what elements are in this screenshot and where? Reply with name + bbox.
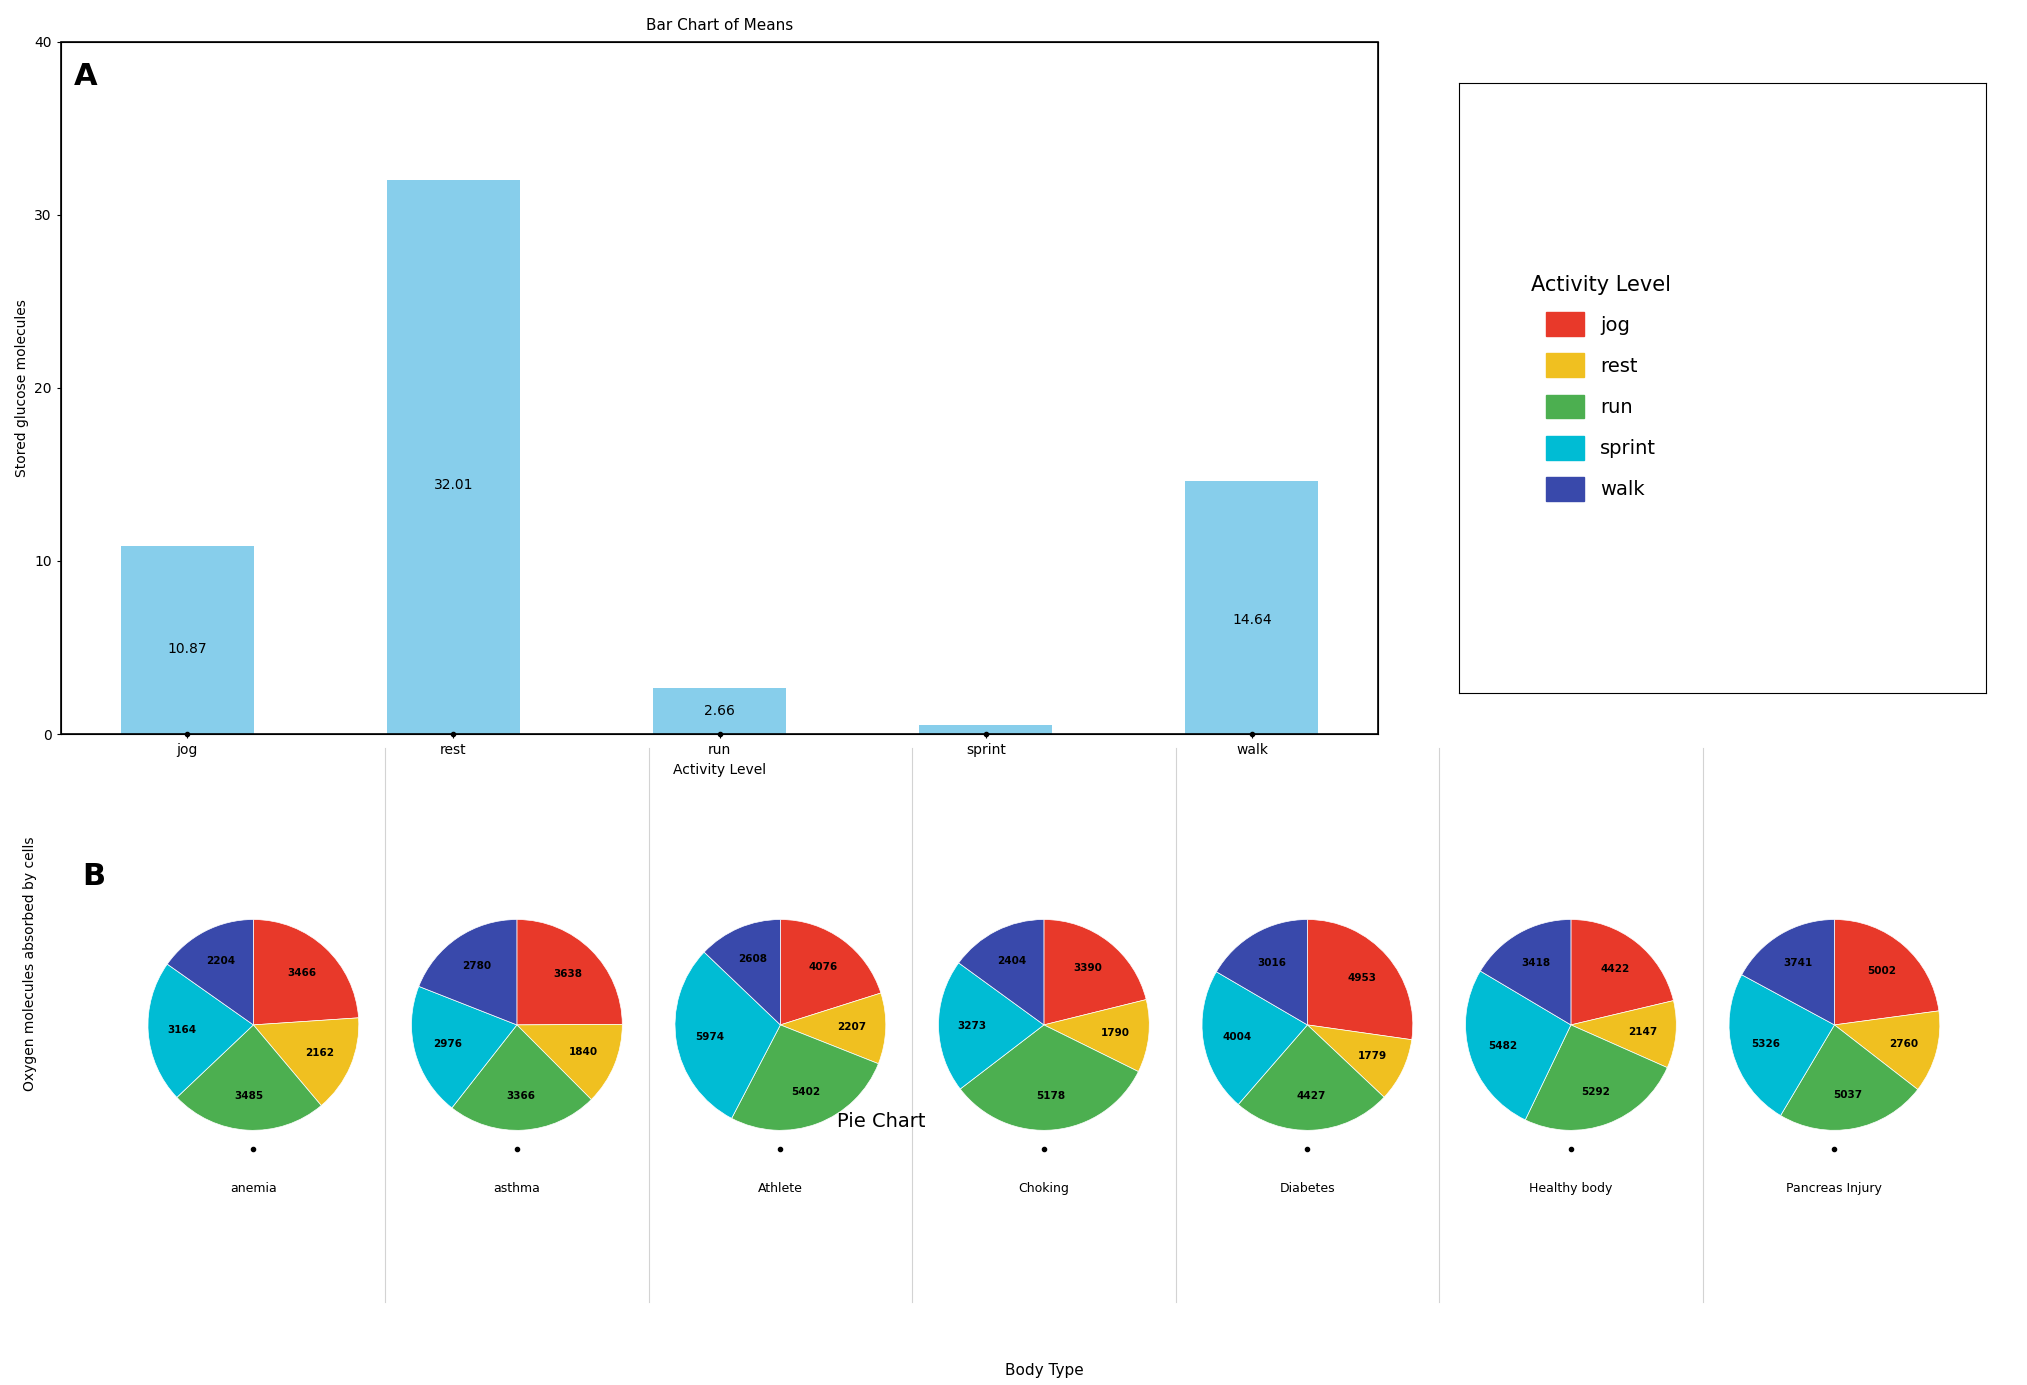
Text: 4076: 4076 [809,963,837,972]
Wedge shape [1044,920,1145,1025]
Wedge shape [148,964,253,1097]
Wedge shape [1729,975,1834,1115]
Text: 5402: 5402 [791,1087,821,1097]
Text: 3366: 3366 [507,1091,535,1101]
X-axis label: Healthy body: Healthy body [1528,1181,1613,1195]
X-axis label: anemia: anemia [229,1181,278,1195]
Text: 3741: 3741 [1784,958,1812,968]
Wedge shape [1834,1011,1940,1090]
Text: 1840: 1840 [570,1047,598,1057]
Wedge shape [1044,1000,1149,1072]
Wedge shape [253,1018,359,1105]
Text: 4004: 4004 [1222,1032,1251,1042]
X-axis label: Diabetes: Diabetes [1279,1181,1336,1195]
Text: 3485: 3485 [235,1091,264,1101]
Wedge shape [703,920,780,1025]
Wedge shape [1571,1000,1676,1068]
Wedge shape [675,951,780,1118]
Text: Oxygen molecules absorbed by cells: Oxygen molecules absorbed by cells [24,837,36,1091]
Wedge shape [1834,920,1940,1025]
Title: Bar Chart of Means: Bar Chart of Means [647,18,793,33]
Bar [918,726,1052,734]
Wedge shape [780,993,886,1064]
Text: 3273: 3273 [957,1021,987,1030]
Wedge shape [168,920,253,1025]
Bar [1186,481,1318,734]
Wedge shape [1307,920,1413,1040]
Text: Pie Chart: Pie Chart [837,1112,926,1132]
Wedge shape [1780,1025,1918,1130]
Text: 5482: 5482 [1488,1040,1516,1051]
Text: 4427: 4427 [1297,1091,1326,1101]
Wedge shape [1216,920,1307,1025]
Wedge shape [961,1025,1139,1130]
Text: 5974: 5974 [695,1032,724,1042]
Wedge shape [959,920,1044,1025]
X-axis label: Choking: Choking [1018,1181,1070,1195]
Text: 2207: 2207 [837,1022,868,1032]
Wedge shape [1571,920,1674,1025]
Text: 3638: 3638 [553,969,582,979]
Bar [122,546,253,734]
Text: 14.64: 14.64 [1232,614,1271,627]
Bar [653,688,786,734]
Legend: jog, rest, run, sprint, walk: jog, rest, run, sprint, walk [1512,255,1691,521]
Wedge shape [1307,1025,1411,1097]
Text: 2608: 2608 [738,954,766,964]
Wedge shape [1202,972,1307,1104]
Wedge shape [420,920,517,1025]
Wedge shape [1524,1025,1668,1130]
Text: 3016: 3016 [1257,958,1287,968]
Wedge shape [411,986,517,1108]
Text: 3466: 3466 [288,968,316,978]
Wedge shape [939,963,1044,1089]
Text: 32.01: 32.01 [434,478,472,492]
Text: 3390: 3390 [1074,964,1103,974]
Text: 2976: 2976 [434,1039,462,1048]
Text: A: A [75,62,97,91]
Wedge shape [452,1025,592,1130]
Text: 2.66: 2.66 [703,704,736,717]
Text: Body Type: Body Type [1005,1363,1082,1378]
Wedge shape [176,1025,320,1130]
Wedge shape [780,920,882,1025]
Text: 2780: 2780 [462,961,491,971]
Text: 2204: 2204 [207,956,235,967]
Text: 5326: 5326 [1751,1039,1780,1048]
Wedge shape [517,1025,622,1100]
Text: 4422: 4422 [1601,964,1630,974]
Text: 3164: 3164 [168,1025,197,1035]
Wedge shape [1238,1025,1384,1130]
Wedge shape [1466,971,1571,1120]
Text: 2162: 2162 [304,1048,334,1058]
Wedge shape [1480,920,1571,1025]
X-axis label: Pancreas Injury: Pancreas Injury [1786,1181,1883,1195]
Bar [387,180,521,734]
Wedge shape [517,920,622,1025]
Text: 1779: 1779 [1358,1051,1386,1061]
Text: 1790: 1790 [1101,1028,1129,1037]
Y-axis label: Stored glucose molecules: Stored glucose molecules [14,299,28,476]
Wedge shape [732,1025,878,1130]
Text: 5292: 5292 [1581,1087,1609,1097]
Text: 3418: 3418 [1520,957,1551,968]
Wedge shape [253,920,359,1025]
Text: 5178: 5178 [1036,1091,1066,1101]
Text: B: B [81,861,105,891]
Wedge shape [1741,920,1834,1025]
Text: 5002: 5002 [1867,965,1895,976]
Text: 10.87: 10.87 [168,643,207,656]
Text: 2404: 2404 [997,956,1026,965]
X-axis label: asthma: asthma [493,1181,541,1195]
Text: 2147: 2147 [1628,1026,1656,1036]
X-axis label: Athlete: Athlete [758,1181,803,1195]
X-axis label: Activity Level: Activity Level [673,763,766,777]
Text: 2760: 2760 [1889,1039,1918,1048]
Text: 5037: 5037 [1832,1090,1863,1100]
Text: 4953: 4953 [1348,972,1376,983]
